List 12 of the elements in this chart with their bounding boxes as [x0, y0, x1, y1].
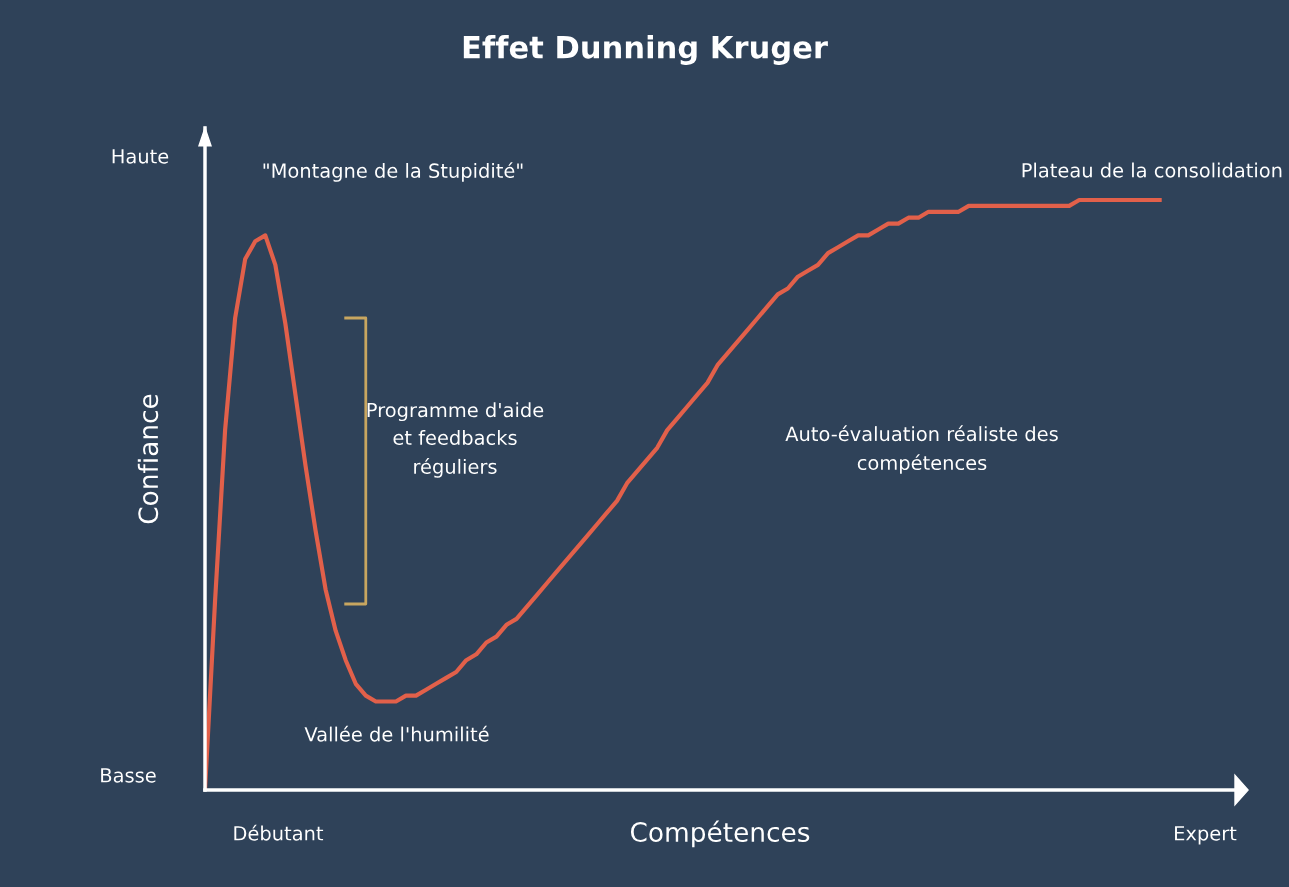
- text: Débutant: [234, 824, 324, 841]
- text: Haute: [112, 149, 169, 164]
- x-axis-title: Compétences: [630, 820, 810, 848]
- text: Basse: [101, 768, 156, 783]
- text: "Montagne de la Stupidité": [263, 162, 523, 182]
- text: Expert: [1175, 826, 1237, 845]
- annotation: Auto-évaluation réaliste des compétences: [785, 425, 1058, 474]
- annotation: Vallée de l'humilité: [304, 725, 489, 742]
- y-axis-title: Confiance: [137, 394, 159, 524]
- annotation: Programme d'aide et feedbacks réguliers: [367, 402, 544, 478]
- chart-title: Effet Dunning Kruger: [463, 35, 828, 65]
- text: Plateau de la consolidation: [1022, 162, 1282, 178]
